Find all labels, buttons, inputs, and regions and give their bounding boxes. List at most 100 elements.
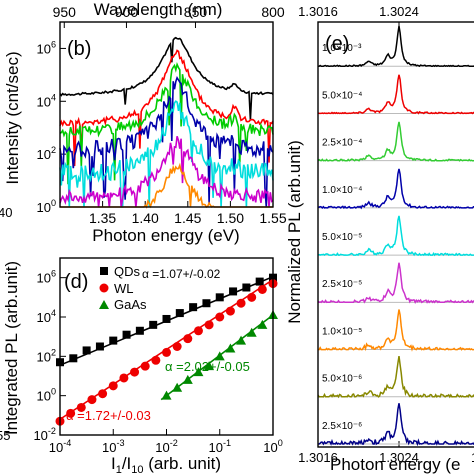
data-point-wl <box>172 342 182 351</box>
panel-b-label: (b) <box>67 38 91 60</box>
panel-b-top-axis-label: Wavelength (nm) <box>94 0 223 19</box>
y-tick-label: 100 <box>36 387 56 404</box>
x-tick-label: 1.50 <box>217 210 244 226</box>
data-point-qds <box>82 346 91 355</box>
legend-qds-alpha: α =1.07+/-0.02 <box>142 267 221 281</box>
panel-d-x-ticks: 10-4 10-3 10-2 10-1 100 <box>49 429 283 455</box>
data-point-wl <box>204 320 214 330</box>
data-point-qds <box>242 283 251 292</box>
panel-b-curves <box>59 36 274 209</box>
panel-d: 10-2 100 102 104 106 10-4 10-3 10-2 10-1 100 (d)… <box>0 257 283 474</box>
trace-label: 2.5×10⁻⁴ <box>322 138 362 149</box>
data-point-qds <box>202 299 211 308</box>
legend-gaas-label: GaAs <box>114 297 147 312</box>
data-point-qds <box>69 354 78 363</box>
panel-d-frame <box>59 257 274 436</box>
y-tick-label: 10-2 <box>33 426 56 443</box>
x-tick-label: 1.35 <box>89 210 116 226</box>
panel-d-label: (d) <box>64 271 88 293</box>
pl-spectrum-3 <box>59 75 274 208</box>
pl-spectrum-0 <box>59 36 274 120</box>
data-point-gaas <box>246 327 257 337</box>
panel-d-edge-tick: 55 <box>0 428 10 443</box>
pl-spectrum-5 <box>59 135 274 208</box>
data-point-gaas <box>182 374 193 384</box>
data-point-wl <box>225 306 235 316</box>
panel-d-x-axis-label: I1/I10 (arb. unit) <box>111 454 221 474</box>
data-point-gaas <box>161 390 172 400</box>
x-tick-label: 10-3 <box>102 438 125 455</box>
data-point-gaas <box>193 367 204 377</box>
trace-label: 5.0×10⁻⁵ <box>322 232 362 243</box>
x-tick-label: 1.45 <box>174 210 201 226</box>
normalized-trace-7 <box>317 355 474 399</box>
data-point-qds <box>215 293 224 302</box>
y-tick-label: 106 <box>36 269 56 286</box>
panel-d-points <box>55 273 278 426</box>
normalized-trace-4 <box>317 215 474 257</box>
panel-e-traces: 1.0×10⁻³ 5.0×10⁻⁴ 2.5×10⁻⁴ 1.0×10⁻⁴ 5.0×10⁻⁵… <box>317 25 474 447</box>
trace-label: 1.0×10⁻³ <box>322 43 362 54</box>
panel-d-y-ticks: 10-2 100 102 104 106 <box>33 269 66 443</box>
panel-e-label: (e) <box>325 33 349 55</box>
panel-b-x-axis-label: Photon energy (eV) <box>92 226 239 245</box>
data-point-wl <box>98 389 108 399</box>
panel-d-legend: QDs α =1.07+/-0.02 WL GaAs <box>99 264 221 312</box>
panel-e-x-axis-label: Photon energy (e <box>330 455 460 474</box>
data-point-qds <box>149 320 158 329</box>
data-point-wl <box>183 334 193 344</box>
data-point-wl <box>215 312 225 322</box>
x-tick-label: 1.3 <box>471 450 474 465</box>
data-point-wl <box>119 373 129 383</box>
data-point-wl <box>193 326 203 336</box>
legend-square-marker <box>100 267 108 275</box>
data-point-gaas <box>257 319 268 329</box>
data-point-gaas <box>214 351 225 361</box>
normalized-trace-6 <box>318 309 474 352</box>
normalized-trace-1 <box>317 74 474 115</box>
trace-label: 5.0×10⁻⁶ <box>322 374 362 385</box>
x-tick-label: 1.55 <box>259 210 286 226</box>
trace-label: 2.5×10⁻⁵ <box>322 279 362 290</box>
data-point-wl <box>247 292 257 302</box>
x-tick-label: 10-1 <box>208 438 231 455</box>
normalized-trace-0 <box>318 25 474 68</box>
legend-triangle-marker <box>99 300 109 309</box>
top-tick-label: 850 <box>184 4 208 20</box>
data-point-gaas <box>236 335 247 345</box>
data-point-wl <box>130 367 140 377</box>
normalized-trace-2 <box>317 121 474 162</box>
data-point-qds <box>109 336 118 345</box>
panel-e-y-axis-label: Normalized PL (arb.unit) <box>285 140 304 324</box>
legend-qds-label: QDs <box>114 264 141 279</box>
data-point-wl <box>236 298 246 308</box>
data-point-wl <box>76 402 86 412</box>
panel-d-y-axis-label: Integrated PL (arb.unit) <box>2 261 21 435</box>
data-point-wl <box>162 347 171 357</box>
data-point-gaas <box>204 361 215 371</box>
normalized-trace-5 <box>317 262 474 305</box>
y-tick-label: 102 <box>36 347 56 364</box>
top-tick-label: 900 <box>115 4 139 20</box>
panel-b-x-ticks: 1.35 1.40 1.45 1.50 1.55 <box>89 201 287 226</box>
data-point-gaas <box>172 382 183 392</box>
pl-spectrum-1 <box>59 49 274 167</box>
x-tick-label: 10-2 <box>155 438 178 455</box>
panel-e-x-ticks: 1.3016 1.3024 1.3 <box>298 441 474 465</box>
data-point-wl <box>151 355 161 365</box>
data-point-wl <box>257 284 267 294</box>
data-point-qds <box>189 303 198 312</box>
y-tick-label: 104 <box>36 92 56 109</box>
legend-circle-marker <box>99 283 109 293</box>
x-tick-label: 1.40 <box>132 210 159 226</box>
top-tick-label: 800 <box>261 4 285 20</box>
x-tick-label: 100 <box>263 438 283 455</box>
top-tick-label: 1.3024 <box>379 4 419 19</box>
legend-wl-label: WL <box>114 281 134 296</box>
panel-b-edge-tick: 40 <box>0 205 12 220</box>
y-tick-label: 100 <box>36 198 56 215</box>
data-point-wl <box>87 395 97 405</box>
panel-b: Wavelength (nm) 950 900 850 800 10010210410… <box>0 0 287 245</box>
y-tick-label: 106 <box>36 39 56 56</box>
